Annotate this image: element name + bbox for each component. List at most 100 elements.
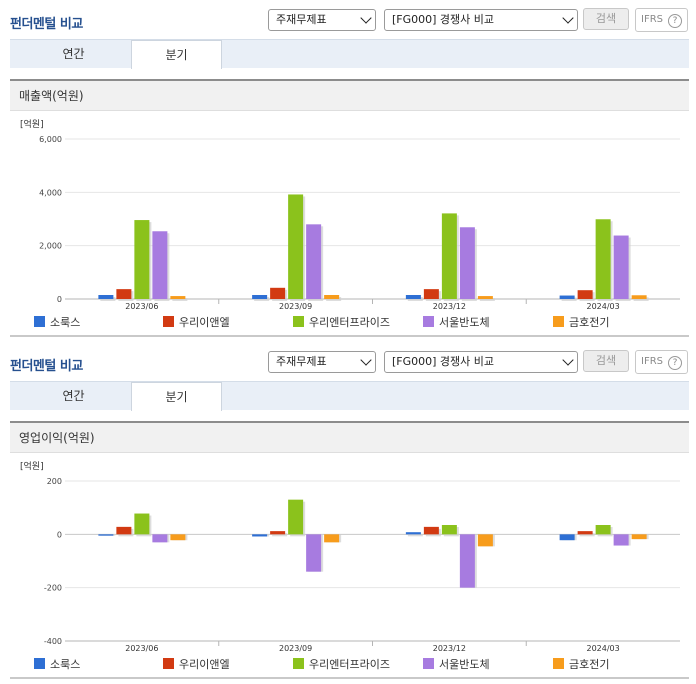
peer-group-select[interactable]: [FG000] 경쟁사 비교 — [384, 351, 578, 373]
peer-group-value: [FG000] 경쟁사 비교 — [392, 13, 495, 26]
bar — [134, 220, 150, 299]
peer-group-select[interactable]: [FG000] 경쟁사 비교 — [384, 9, 578, 31]
bar — [477, 296, 493, 299]
bar — [559, 295, 575, 299]
statement-type-value: 주재무제표 — [276, 13, 327, 26]
ifrs-label: IFRS — [641, 14, 663, 25]
ifrs-help-button[interactable]: IFRS? — [635, 8, 688, 32]
legend-label: 서울반도체 — [439, 316, 490, 329]
bar — [270, 287, 286, 299]
help-icon: ? — [668, 356, 682, 370]
bar — [459, 534, 475, 588]
bar — [577, 290, 593, 299]
statement-type-select[interactable]: 주재무제표 — [268, 351, 376, 373]
legend-label: 서울반도체 — [439, 658, 490, 671]
bar — [423, 289, 439, 299]
bar — [423, 526, 439, 535]
bar — [116, 289, 132, 299]
legend-swatch — [34, 316, 45, 327]
bar — [577, 531, 593, 535]
tab-quarterly[interactable]: 분기 — [131, 40, 222, 69]
x-tick-label: 2024/03 — [587, 644, 620, 653]
panel-title: 펀더멘털 비교 — [10, 17, 83, 32]
legend-swatch — [163, 658, 174, 669]
bar — [631, 534, 647, 540]
help-icon: ? — [668, 14, 682, 28]
legend-label: 우리이앤엘 — [179, 316, 230, 329]
bar — [405, 295, 421, 299]
bar — [631, 295, 647, 299]
chevron-down-icon — [360, 354, 372, 366]
y-tick-label: 6,000 — [39, 135, 62, 144]
bar — [270, 531, 286, 535]
bar — [288, 194, 304, 299]
legend-label: 소룩스 — [50, 316, 80, 329]
legend-swatch — [553, 658, 564, 669]
tab-annual[interactable]: 연간 — [62, 47, 85, 61]
period-tabs: 연간 분기 — [10, 39, 689, 69]
bar-shadow — [272, 533, 288, 537]
bar — [559, 534, 575, 541]
bar — [252, 295, 268, 299]
chart-container: 매출액(억원) [억원] 0 2,000 4,000 6,000 2023/06 2023/… — [10, 79, 689, 337]
fundamental-panel-operating-income: 펀더멘털 비교 주재무제표 [FG000] 경쟁사 비교 검색 IFRS? 연간… — [0, 342, 696, 684]
y-axis-unit: [억원] — [20, 118, 44, 130]
bar — [595, 525, 611, 535]
y-tick-label: 0 — [57, 530, 62, 539]
y-tick-label: -200 — [44, 584, 62, 593]
legend-label: 우리엔터프라이즈 — [309, 316, 390, 329]
legend-label: 금호전기 — [569, 316, 609, 329]
legend-swatch — [163, 316, 174, 327]
tab-annual[interactable]: 연간 — [62, 389, 85, 403]
bar — [477, 534, 493, 547]
bar-shadow — [633, 297, 649, 301]
bar — [441, 525, 457, 535]
x-tick-label: 2023/12 — [433, 302, 466, 311]
bar — [306, 224, 322, 299]
bar — [613, 235, 629, 299]
ifrs-help-button[interactable]: IFRS? — [635, 350, 688, 374]
bar — [116, 526, 132, 535]
bar-shadow — [579, 533, 595, 537]
chevron-down-icon — [360, 12, 372, 24]
revenue-bar-chart: [억원] 0 2,000 4,000 6,000 2023/06 2023/09 2023/1… — [20, 118, 680, 329]
tab-quarterly[interactable]: 분기 — [131, 382, 222, 411]
x-tick-label: 2023/06 — [125, 302, 158, 311]
chart-header: 영업이익(억원) — [10, 423, 689, 453]
chevron-down-icon — [562, 12, 574, 24]
search-button[interactable]: 검색 — [583, 350, 629, 372]
bar — [288, 499, 304, 535]
bar-shadow — [479, 298, 495, 301]
y-tick-label: -400 — [44, 637, 62, 646]
bar — [152, 534, 168, 543]
legend-swatch — [553, 316, 564, 327]
chart-container: 영업이익(억원) [억원] -400 -200 0 200 2023/06 2023/09 2… — [10, 421, 689, 679]
statement-type-value: 주재무제표 — [276, 355, 327, 368]
bar — [459, 227, 475, 299]
bar — [441, 213, 457, 299]
statement-type-select[interactable]: 주재무제표 — [268, 9, 376, 31]
x-tick-label: 2023/12 — [433, 644, 466, 653]
chart-header: 매출액(억원) — [10, 81, 689, 111]
fundamental-panel-revenue: 펀더멘털 비교 주재무제표 [FG000] 경쟁사 비교 검색 IFRS? 연간… — [10, 8, 689, 337]
bar — [98, 534, 114, 536]
legend-label: 우리이앤엘 — [179, 658, 230, 671]
bar — [134, 513, 150, 535]
x-tick-label: 2023/09 — [279, 302, 312, 311]
period-tabs: 연간 분기 — [10, 381, 689, 411]
bar — [306, 534, 322, 572]
x-tick-label: 2023/09 — [279, 644, 312, 653]
y-tick-label: 4,000 — [39, 188, 62, 197]
bar — [170, 296, 186, 299]
bar — [170, 534, 186, 541]
x-tick-label: 2023/06 — [125, 644, 158, 653]
y-tick-label: 200 — [47, 477, 62, 486]
bar — [405, 532, 421, 535]
legend-swatch — [293, 658, 304, 669]
panel-title: 펀더멘털 비교 — [10, 359, 83, 374]
bar-shadow — [172, 298, 188, 301]
x-tick-label: 2024/03 — [587, 302, 620, 311]
legend-label: 소룩스 — [50, 658, 80, 671]
bar — [152, 231, 168, 299]
search-button[interactable]: 검색 — [583, 8, 629, 30]
